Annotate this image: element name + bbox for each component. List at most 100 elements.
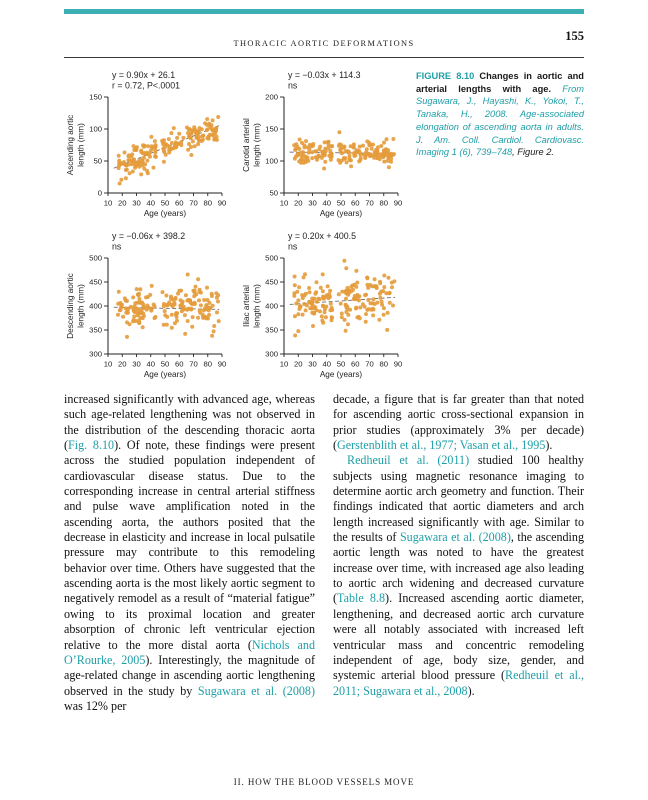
x-axis-title: Age (years) xyxy=(144,370,187,379)
scatter-carotid-arterial: y = −0.03x + 114.3ns Carotid arterial leng… xyxy=(242,70,403,218)
citation-link[interactable]: Fig. 8.10 xyxy=(68,438,115,453)
scatter-points xyxy=(116,115,221,186)
svg-text:400: 400 xyxy=(265,302,278,311)
text-run: ). Of note, these findings were present … xyxy=(64,438,315,652)
citation-link[interactable]: Sugawara et al. (2008) xyxy=(197,683,315,698)
scatter-iliac-arterial: y = 0.20x + 400.5ns Iliac arterial length … xyxy=(242,231,403,379)
svg-text:10: 10 xyxy=(104,360,113,369)
trend-line xyxy=(113,306,220,310)
text-run: ). Increased ascending aortic diameter, … xyxy=(333,591,584,683)
figure-caption-label: FIGURE 8.10 xyxy=(416,71,475,81)
running-head-title: THORACIC AORTIC DEFORMATIONS xyxy=(233,39,415,48)
svg-text:30: 30 xyxy=(132,199,141,208)
svg-text:70: 70 xyxy=(189,360,198,369)
scatter-points xyxy=(292,130,396,171)
svg-text:100: 100 xyxy=(89,125,102,134)
equation-label: y = 0.20x + 400.5 xyxy=(288,231,356,241)
y-axis-title: Ascending aortic xyxy=(66,115,75,176)
text-run: , the ascending aortic length was noted … xyxy=(333,530,584,606)
svg-text:60: 60 xyxy=(175,360,184,369)
x-axis-title: Age (years) xyxy=(144,209,187,218)
running-head: THORACIC AORTIC DEFORMATIONS 155 xyxy=(64,29,584,58)
text-run: ). xyxy=(545,438,553,453)
scatter-descending-aortic: y = −0.06x + 398.2ns Descending aortic len… xyxy=(66,231,227,379)
svg-text:10: 10 xyxy=(104,199,113,208)
svg-text:100: 100 xyxy=(265,157,278,166)
citation-link[interactable]: Nichols and O’Rourke, 2005 xyxy=(64,637,316,667)
body-column-right: decade, a figure that is far greater tha… xyxy=(333,392,584,714)
text-run: increased significantly with advanced ag… xyxy=(64,392,315,453)
svg-text:80: 80 xyxy=(379,199,388,208)
svg-text:60: 60 xyxy=(351,199,360,208)
citation-link[interactable]: Sugawara et al. (2008) xyxy=(399,530,511,545)
citation-link[interactable]: Table 8.8 xyxy=(337,591,386,606)
y-axis-title: Carotid arterial xyxy=(242,118,251,172)
svg-text:50: 50 xyxy=(161,360,170,369)
y-axis-title: length (mm) xyxy=(77,284,86,328)
text-run: was 12% per xyxy=(64,698,127,713)
svg-text:60: 60 xyxy=(175,199,184,208)
body-column-left: increased significantly with advanced ag… xyxy=(64,392,315,714)
citation-link[interactable]: Gerstenblith et al., 1977; Vasan et al.,… xyxy=(337,438,546,453)
body-paragraph: Redheuil et al. (2011) studied 100 healt… xyxy=(333,453,584,699)
svg-text:50: 50 xyxy=(161,199,170,208)
stat-label: ns xyxy=(288,81,298,91)
figure-caption: FIGURE 8.10 Changes in aortic and arteri… xyxy=(416,67,584,159)
svg-text:30: 30 xyxy=(132,360,141,369)
y-axis-title: length (mm) xyxy=(253,284,262,328)
y-axis-title: Descending aortic xyxy=(66,273,75,339)
page-number: 155 xyxy=(565,29,584,43)
svg-text:150: 150 xyxy=(265,125,278,134)
scatter-ascending-aortic: y = 0.90x + 26.1r = 0.72, P<.0001 Ascendi… xyxy=(66,70,227,218)
citation-link[interactable]: Redheuil et al. (2011) xyxy=(347,453,470,468)
x-axis-title: Age (years) xyxy=(320,370,363,379)
figure-row-top: y = 0.90x + 26.1 r = 0.72, P<.0001 Ascendi… xyxy=(64,67,584,219)
stat-label: ns xyxy=(112,242,122,252)
svg-text:0: 0 xyxy=(98,189,102,198)
figure-caption-source-link[interactable]: From Sugawara, J., Hayashi, K., Yokoi, T… xyxy=(416,83,584,158)
svg-text:30: 30 xyxy=(308,199,317,208)
svg-text:150: 150 xyxy=(89,93,102,102)
svg-text:20: 20 xyxy=(118,199,127,208)
svg-text:80: 80 xyxy=(379,360,388,369)
svg-text:90: 90 xyxy=(218,199,227,208)
body-paragraph: increased significantly with advanced ag… xyxy=(64,392,315,714)
svg-text:50: 50 xyxy=(269,189,278,198)
stat-label: ns xyxy=(288,242,298,252)
figure-caption-tail: , Figure 2. xyxy=(512,147,554,158)
equation-label: y = 0.90x + 26.1 xyxy=(112,70,175,80)
svg-text:60: 60 xyxy=(351,360,360,369)
svg-text:90: 90 xyxy=(394,199,403,208)
svg-text:350: 350 xyxy=(89,326,102,335)
figure-caption-title: Changes in aortic and arterial lengths w… xyxy=(416,71,584,94)
scatter-points xyxy=(292,258,397,338)
equation-label: y = −0.06x + 398.2 xyxy=(112,231,185,241)
trend-line xyxy=(113,125,220,169)
svg-text:80: 80 xyxy=(203,199,212,208)
svg-text:70: 70 xyxy=(189,199,198,208)
svg-text:90: 90 xyxy=(394,360,403,369)
x-axis-title: Age (years) xyxy=(320,209,363,218)
citation-link[interactable]: Redheuil et al., 2011; Sugawara et al., … xyxy=(333,668,584,698)
top-accent-bar xyxy=(64,9,584,14)
svg-text:90: 90 xyxy=(218,360,227,369)
text-run: ). xyxy=(467,683,475,698)
svg-text:10: 10 xyxy=(280,199,289,208)
svg-text:40: 40 xyxy=(322,199,331,208)
svg-text:450: 450 xyxy=(265,278,278,287)
svg-text:500: 500 xyxy=(265,254,278,263)
svg-text:50: 50 xyxy=(337,199,346,208)
svg-text:200: 200 xyxy=(265,93,278,102)
svg-text:10: 10 xyxy=(280,360,289,369)
svg-text:40: 40 xyxy=(322,360,331,369)
svg-text:50: 50 xyxy=(93,157,102,166)
svg-text:70: 70 xyxy=(365,199,374,208)
svg-text:20: 20 xyxy=(294,360,303,369)
svg-text:20: 20 xyxy=(118,360,127,369)
svg-text:70: 70 xyxy=(365,360,374,369)
footer-section-title: II. HOW THE BLOOD VESSELS MOVE xyxy=(233,777,415,787)
svg-text:500: 500 xyxy=(89,254,102,263)
svg-text:40: 40 xyxy=(146,360,155,369)
body-text: increased significantly with advanced ag… xyxy=(64,392,584,714)
